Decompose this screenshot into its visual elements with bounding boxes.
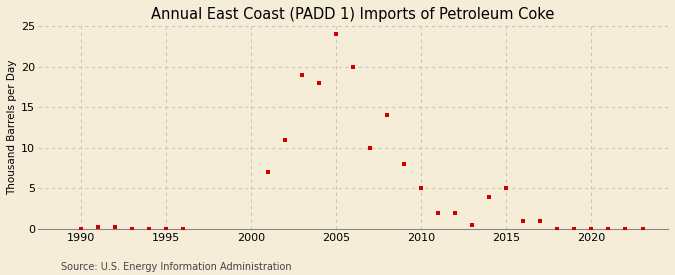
Point xyxy=(484,194,495,199)
Point xyxy=(535,219,546,223)
Point xyxy=(279,138,290,142)
Point xyxy=(348,64,358,69)
Point xyxy=(109,224,120,229)
Point xyxy=(586,227,597,231)
Point xyxy=(399,162,410,166)
Point xyxy=(501,186,512,191)
Point xyxy=(450,211,460,215)
Point xyxy=(126,227,137,231)
Point xyxy=(331,32,342,36)
Point xyxy=(552,227,563,231)
Point xyxy=(296,73,307,77)
Point xyxy=(433,211,443,215)
Point xyxy=(569,227,580,231)
Point xyxy=(603,227,614,231)
Point xyxy=(143,227,154,231)
Point xyxy=(364,146,375,150)
Point xyxy=(467,223,478,227)
Point xyxy=(75,227,86,231)
Point xyxy=(161,227,171,231)
Point xyxy=(314,81,325,85)
Point xyxy=(178,227,188,231)
Point xyxy=(620,227,631,231)
Point xyxy=(263,170,273,174)
Text: Source: U.S. Energy Information Administration: Source: U.S. Energy Information Administ… xyxy=(61,262,292,272)
Point xyxy=(637,227,648,231)
Point xyxy=(518,219,529,223)
Point xyxy=(92,224,103,229)
Point xyxy=(381,113,392,117)
Y-axis label: Thousand Barrels per Day: Thousand Barrels per Day xyxy=(7,60,17,195)
Point xyxy=(416,186,427,191)
Title: Annual East Coast (PADD 1) Imports of Petroleum Coke: Annual East Coast (PADD 1) Imports of Pe… xyxy=(151,7,555,22)
